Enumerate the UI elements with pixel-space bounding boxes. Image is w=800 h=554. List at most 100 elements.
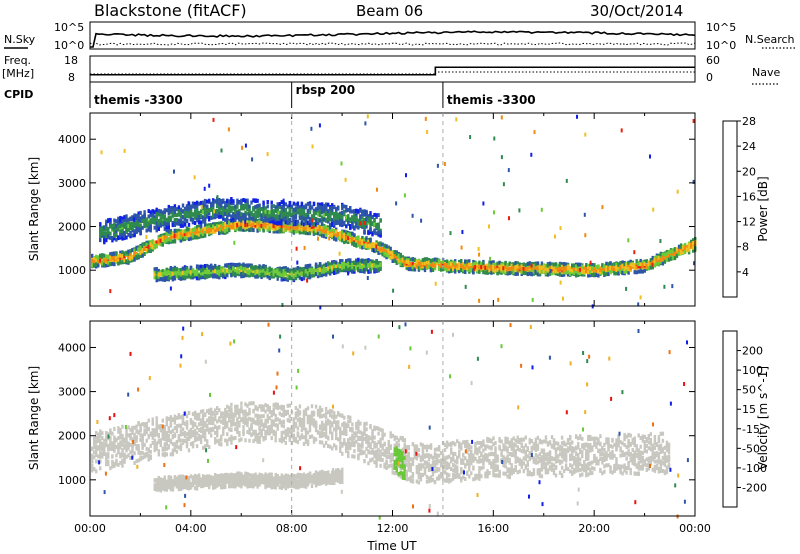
heatmap-cell	[560, 273, 564, 277]
heatmap-cell	[123, 217, 126, 222]
heatmap-cell	[554, 265, 558, 270]
heatmap-cell	[484, 270, 487, 275]
heatmap-cell	[548, 271, 552, 276]
heatmap-cell	[262, 264, 265, 269]
heatmap-cell	[417, 266, 421, 271]
heatmap-cell	[210, 267, 213, 272]
heatmap-cell	[577, 270, 580, 275]
heatmap-cell	[379, 267, 382, 271]
heatmap-cell	[270, 200, 273, 205]
heatmap-cell	[294, 226, 298, 231]
cpid-label: CPID	[4, 88, 33, 101]
heatmap-cell	[324, 232, 328, 237]
heatmap-cell	[530, 266, 533, 271]
heatmap-cell	[347, 214, 350, 219]
heatmap-cell	[212, 206, 215, 211]
heatmap-cell	[329, 225, 332, 230]
heatmap-cell	[250, 227, 253, 231]
heatmap-cell	[556, 263, 560, 268]
heatmap-cell	[171, 239, 175, 244]
heatmap-cell	[224, 222, 227, 227]
heatmap-cell	[105, 219, 108, 224]
heatmap-cell	[181, 220, 185, 225]
heatmap-cell	[298, 223, 302, 228]
heatmap-cell	[466, 259, 469, 264]
heatmap-cell	[157, 219, 160, 223]
heatmap-cell	[193, 271, 197, 276]
heatmap-cell	[339, 232, 342, 236]
heatmap-cell	[316, 203, 320, 208]
heatmap-cell	[240, 222, 243, 226]
heatmap-cell	[322, 229, 326, 234]
heatmap-cell	[274, 214, 277, 219]
heatmap-cell	[536, 272, 540, 277]
heatmap-cell	[597, 270, 600, 275]
heatmap-cell	[121, 233, 124, 238]
heatmap-cell	[99, 258, 102, 263]
heatmap-cell	[597, 267, 600, 272]
heatmap-cell	[203, 264, 207, 268]
heatmap-cell	[560, 266, 564, 271]
heatmap-cell	[357, 220, 360, 225]
heatmap-cell	[439, 262, 443, 267]
nsky-tick-bottom-right: 10^0	[706, 39, 736, 52]
heatmap-cell	[123, 232, 126, 237]
nave-line	[90, 71, 695, 75]
heatmap-cell	[129, 253, 132, 258]
heatmap-cell	[135, 219, 138, 224]
heatmap-cell	[268, 210, 271, 215]
heatmap-cell	[333, 228, 336, 233]
heatmap-cell	[298, 213, 302, 218]
heatmap-cell	[171, 277, 175, 282]
heatmap-cell	[448, 269, 451, 274]
heatmap-cell	[605, 261, 608, 266]
heatmap-cell	[171, 271, 175, 276]
heatmap-cell	[159, 238, 162, 243]
heatmap-cell	[617, 262, 620, 267]
heatmap-cell	[218, 214, 221, 219]
heatmap-cell	[119, 250, 122, 255]
heatmap-cell	[115, 230, 118, 235]
heatmap-cell	[199, 213, 203, 218]
heatmap-cell	[339, 235, 342, 240]
heatmap-cell	[183, 235, 187, 240]
heatmap-cell	[280, 269, 283, 274]
heatmap-cell	[220, 210, 223, 215]
heatmap-cell	[470, 267, 473, 272]
heatmap-cell	[411, 265, 415, 270]
heatmap-cell	[365, 259, 368, 264]
heatmap-cell	[339, 211, 342, 216]
heatmap-cell	[538, 265, 542, 270]
heatmap-cell	[329, 262, 332, 267]
heatmap-cell	[587, 263, 590, 268]
heatmap-cell	[183, 217, 187, 222]
heatmap-cell	[310, 273, 314, 278]
heatmap-cell	[363, 229, 366, 234]
heatmap-cell	[355, 258, 358, 263]
heatmap-cell	[107, 226, 110, 231]
heatmap-cell	[564, 262, 568, 267]
heatmap-cell	[143, 241, 146, 246]
heatmap-cell	[187, 214, 191, 219]
heatmap-cell	[226, 268, 229, 273]
heatmap-cell	[208, 274, 211, 278]
heatmap-cell	[423, 261, 427, 266]
heatmap-cell	[218, 265, 221, 270]
heatmap-cell	[206, 199, 209, 204]
heatmap-cell	[335, 237, 338, 242]
heatmap-cell	[143, 210, 146, 215]
heatmap-cell	[123, 251, 126, 256]
heatmap-cell	[203, 219, 207, 224]
heatmap-cell	[367, 263, 370, 268]
heatmap-cell	[248, 225, 251, 230]
heatmap-cell	[351, 262, 354, 267]
heatmap-cell	[173, 209, 177, 214]
heatmap-cell	[250, 272, 253, 277]
heatmap-cell	[621, 263, 624, 268]
heatmap-cell	[210, 201, 213, 206]
heatmap-cell	[260, 223, 263, 228]
heatmap-cell	[224, 229, 227, 233]
heatmap-cell	[201, 219, 205, 224]
heatmap-cell	[528, 261, 531, 266]
heatmap-cell	[278, 218, 281, 223]
